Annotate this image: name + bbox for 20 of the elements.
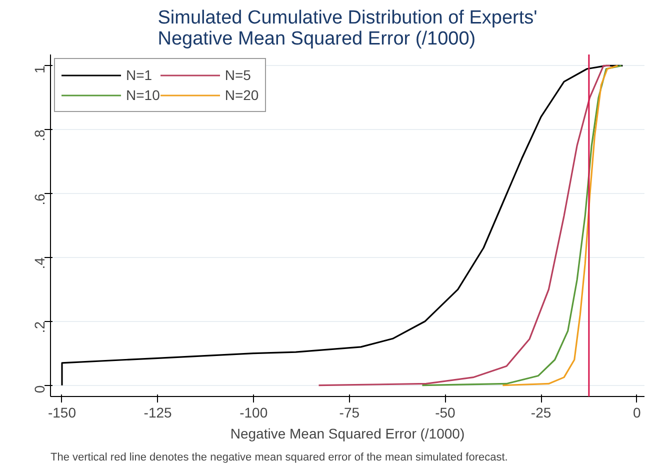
legend-label: N=20 — [224, 87, 259, 103]
legend-label: N=1 — [126, 67, 152, 83]
legend-label: N=10 — [126, 87, 160, 103]
y-tick-label: .2 — [32, 321, 48, 334]
x-tick-label: -50 — [435, 404, 456, 420]
x-tick-label: -25 — [530, 404, 552, 420]
y-tick-label: .6 — [32, 193, 48, 206]
chart-title: Simulated Cumulative Distribution of Experts' Negative Mean Squared Error (/1000) — [158, 8, 538, 50]
y-tick-label: .8 — [32, 129, 48, 142]
x-tick-label: 0 — [632, 404, 641, 420]
x-tick-label: -125 — [144, 404, 172, 420]
x-tick-label: -75 — [339, 404, 360, 420]
legend-label: N=5 — [224, 67, 251, 83]
y-tick-label: 0 — [32, 385, 48, 394]
text: The vertical red line denotes the negative mean squared error of the mean simulated forecast. — [50, 452, 508, 464]
x-tick-label: -100 — [240, 404, 268, 420]
y-tick-label: .4 — [32, 257, 48, 270]
x-axis-title: Negative Mean Squared Error (/1000) — [230, 426, 465, 442]
x-tick-label: -150 — [48, 404, 76, 420]
y-tick-label: 1 — [32, 65, 48, 74]
